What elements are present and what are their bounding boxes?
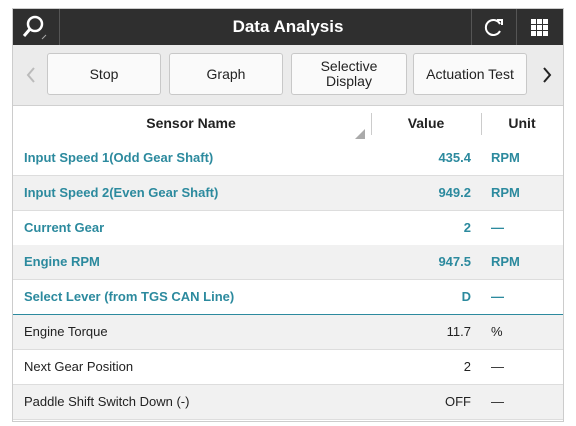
sensor-name: Select Lever (from TGS CAN Line)	[24, 289, 235, 305]
table-row[interactable]: Input Speed 1(Odd Gear Shaft) 435.4 RPM	[13, 141, 563, 176]
app: Data Analysis Stop Graph Selective Displ…	[12, 8, 564, 422]
column-header: Value	[407, 115, 445, 131]
table-row[interactable]: Paddle Shift Switch Down (-) OFF —	[13, 384, 563, 420]
menu-button[interactable]	[516, 9, 563, 45]
sensor-value: 11.7	[446, 324, 471, 339]
table-row[interactable]: Input Speed 2(Even Gear Shaft) 949.2 RPM	[13, 175, 563, 211]
title: Data Analysis	[232, 17, 344, 36]
sensor-name: Input Speed 1(Odd Gear Shaft)	[24, 150, 214, 165]
sensor-unit: RPM	[491, 184, 520, 200]
sensor-value: 2	[463, 358, 471, 374]
sensor-value: 2	[463, 219, 471, 235]
sensor-unit: %	[491, 324, 503, 339]
refresh-button[interactable]	[471, 9, 516, 45]
sensor-value: 949.2	[438, 184, 471, 200]
table-row[interactable]: Next Gear Position 2 —	[13, 349, 563, 385]
sensor-name: Paddle Shift Switch Down (-)	[24, 393, 190, 409]
table-row[interactable]: Engine Torque 11.7%	[13, 315, 563, 350]
resize-handle	[355, 129, 365, 139]
column-header: Sensor Name	[146, 115, 236, 131]
sensor-value: OFF	[445, 393, 471, 409]
table-header: Sensor Name Value Unit	[13, 105, 563, 142]
next-arrow[interactable]	[539, 65, 555, 85]
table-row[interactable]: Engine RPM 947.5 RPM	[13, 245, 563, 281]
sensor-unit: RPM	[491, 150, 520, 165]
actuation-test-button[interactable]: Actuation Test	[413, 53, 527, 95]
stop-button[interactable]: Stop	[47, 53, 161, 95]
sensor-value: D	[461, 289, 471, 305]
sensor-unit: —	[491, 289, 504, 305]
top-bar: Data Analysis	[13, 9, 563, 45]
sensor-value: 435.4	[438, 150, 471, 165]
column-header: Unit	[508, 115, 536, 131]
sensor-name: Input Speed 2(Even Gear Shaft)	[24, 184, 219, 200]
toolbar: Stop Graph Selective Display Actuation T…	[13, 45, 563, 106]
sensor-value: 947.5	[438, 254, 471, 270]
sensor-name: Engine RPM	[24, 254, 100, 270]
sensor-unit: RPM	[491, 254, 520, 270]
sensor-name: Engine Torque	[24, 324, 108, 339]
search-button[interactable]	[13, 9, 59, 45]
sensor-name: Current Gear	[24, 219, 105, 235]
sensor-unit: —	[491, 358, 504, 374]
sensor-unit: —	[491, 393, 504, 409]
prev-arrow[interactable]	[23, 65, 39, 85]
table-row[interactable]: Select Lever (from TGS CAN Line) D —	[13, 280, 563, 316]
graph-button[interactable]: Graph	[169, 53, 283, 95]
sensor-name: Next Gear Position	[24, 358, 134, 374]
table-row[interactable]: Current Gear 2 —	[13, 210, 563, 246]
selective-display-button[interactable]: Selective Display	[291, 53, 407, 95]
sensor-unit: —	[491, 219, 504, 235]
